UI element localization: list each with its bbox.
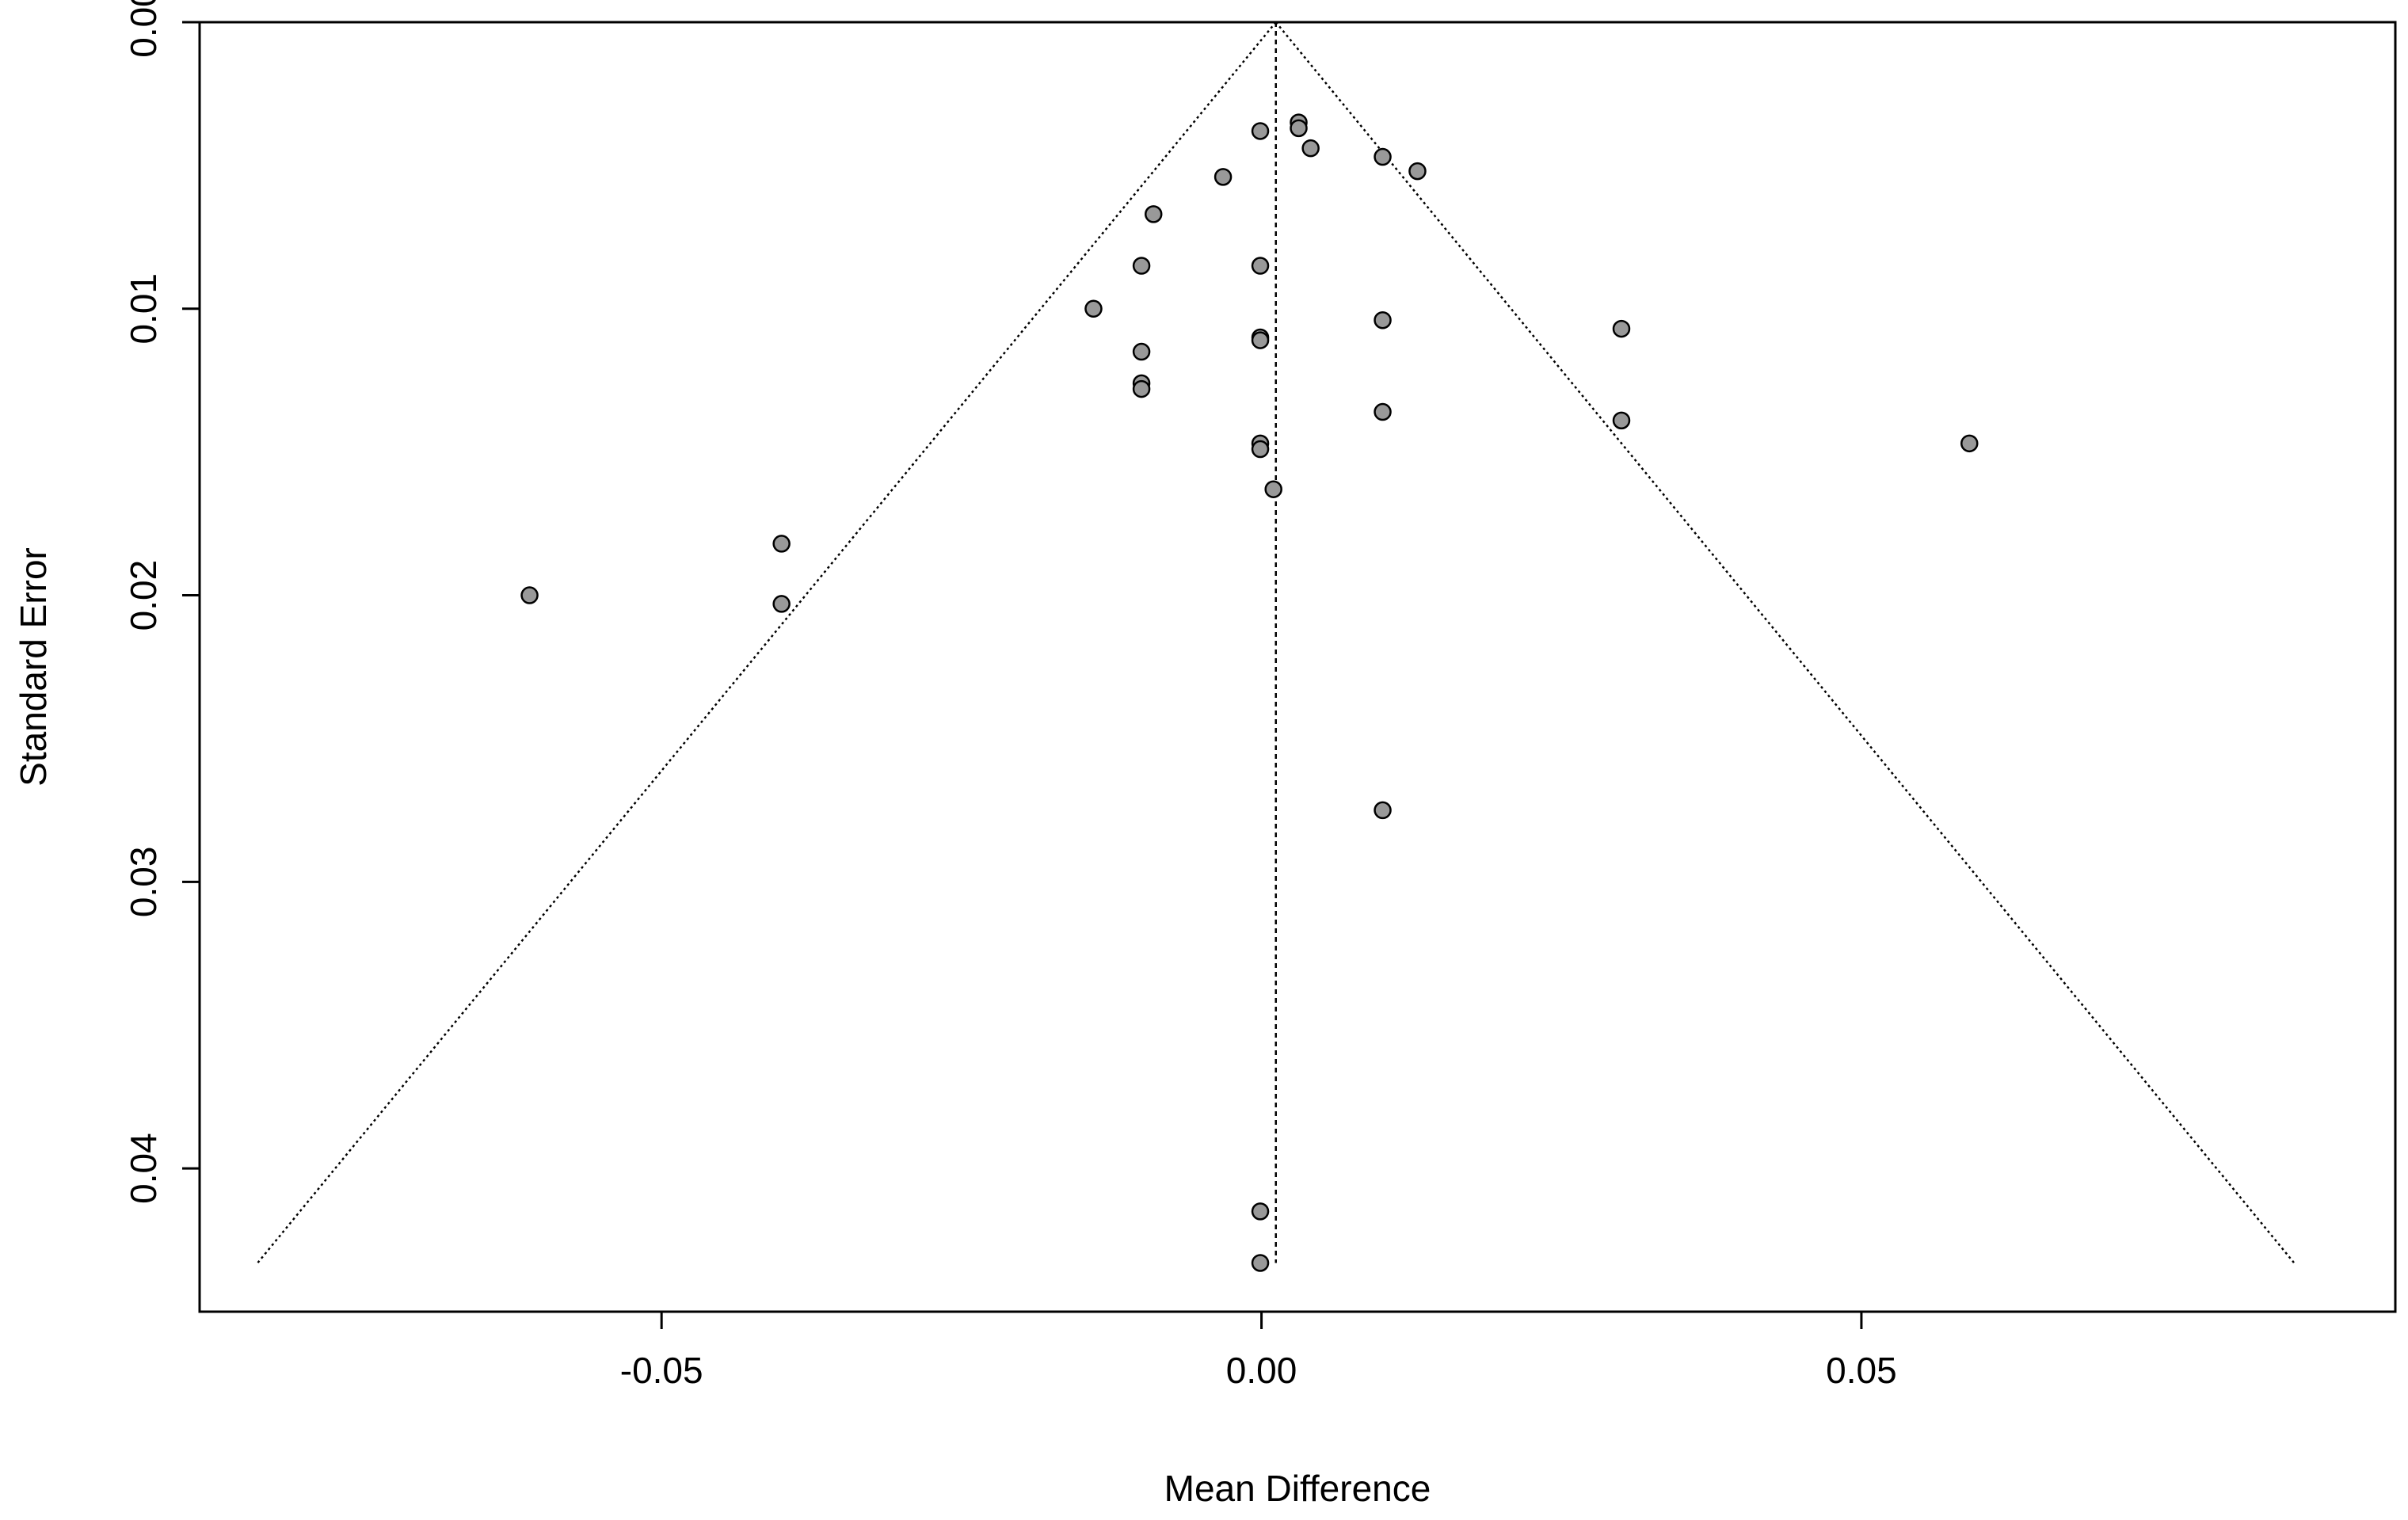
data-point: [1251, 440, 1270, 459]
funnel-right-boundary: [1274, 21, 2296, 1264]
data-point: [772, 595, 791, 613]
y-axis: 0.00 0.01 0.02 0.03 0.04: [123, 0, 200, 1204]
funnel-lines: [257, 21, 2296, 1264]
data-point: [1251, 1202, 1270, 1221]
data-point: [1144, 205, 1163, 223]
data-point: [1251, 1254, 1270, 1272]
data-point: [1290, 119, 1308, 138]
data-point: [1132, 379, 1151, 398]
y-tick-label: 0.00: [123, 0, 164, 58]
data-point: [1612, 411, 1631, 430]
data-point: [1214, 168, 1233, 186]
data-point: [520, 586, 539, 604]
y-tick-label: 0.03: [123, 847, 164, 918]
x-axis-label: Mean Difference: [1164, 1468, 1431, 1509]
data-point: [1960, 434, 1979, 453]
data-point: [1374, 801, 1392, 820]
data-points: [520, 113, 1979, 1272]
y-tick-label: 0.02: [123, 560, 164, 631]
data-point: [772, 535, 791, 553]
data-point: [1612, 319, 1631, 338]
x-tick-label: -0.05: [620, 1350, 703, 1391]
data-point: [1264, 480, 1282, 498]
data-point: [1084, 299, 1103, 318]
funnel-left-boundary: [257, 21, 1277, 1264]
y-tick-label: 0.01: [123, 273, 164, 345]
y-tick-label: 0.04: [123, 1133, 164, 1204]
data-point: [1301, 139, 1320, 158]
data-point: [1374, 402, 1392, 421]
data-point: [1251, 331, 1270, 349]
data-point: [1251, 122, 1270, 140]
data-point: [1408, 162, 1427, 181]
x-axis: -0.05 0.00 0.05: [620, 1312, 1897, 1391]
data-point: [1132, 257, 1151, 275]
data-point: [1132, 342, 1151, 361]
x-tick-label: 0.05: [1826, 1350, 1897, 1391]
data-point: [1251, 257, 1270, 275]
data-point: [1374, 310, 1392, 330]
data-point: [1374, 147, 1392, 166]
y-axis-label: Standard Error: [13, 547, 54, 787]
plot-frame: [198, 21, 2397, 1313]
x-tick-label: 0.00: [1226, 1350, 1297, 1391]
